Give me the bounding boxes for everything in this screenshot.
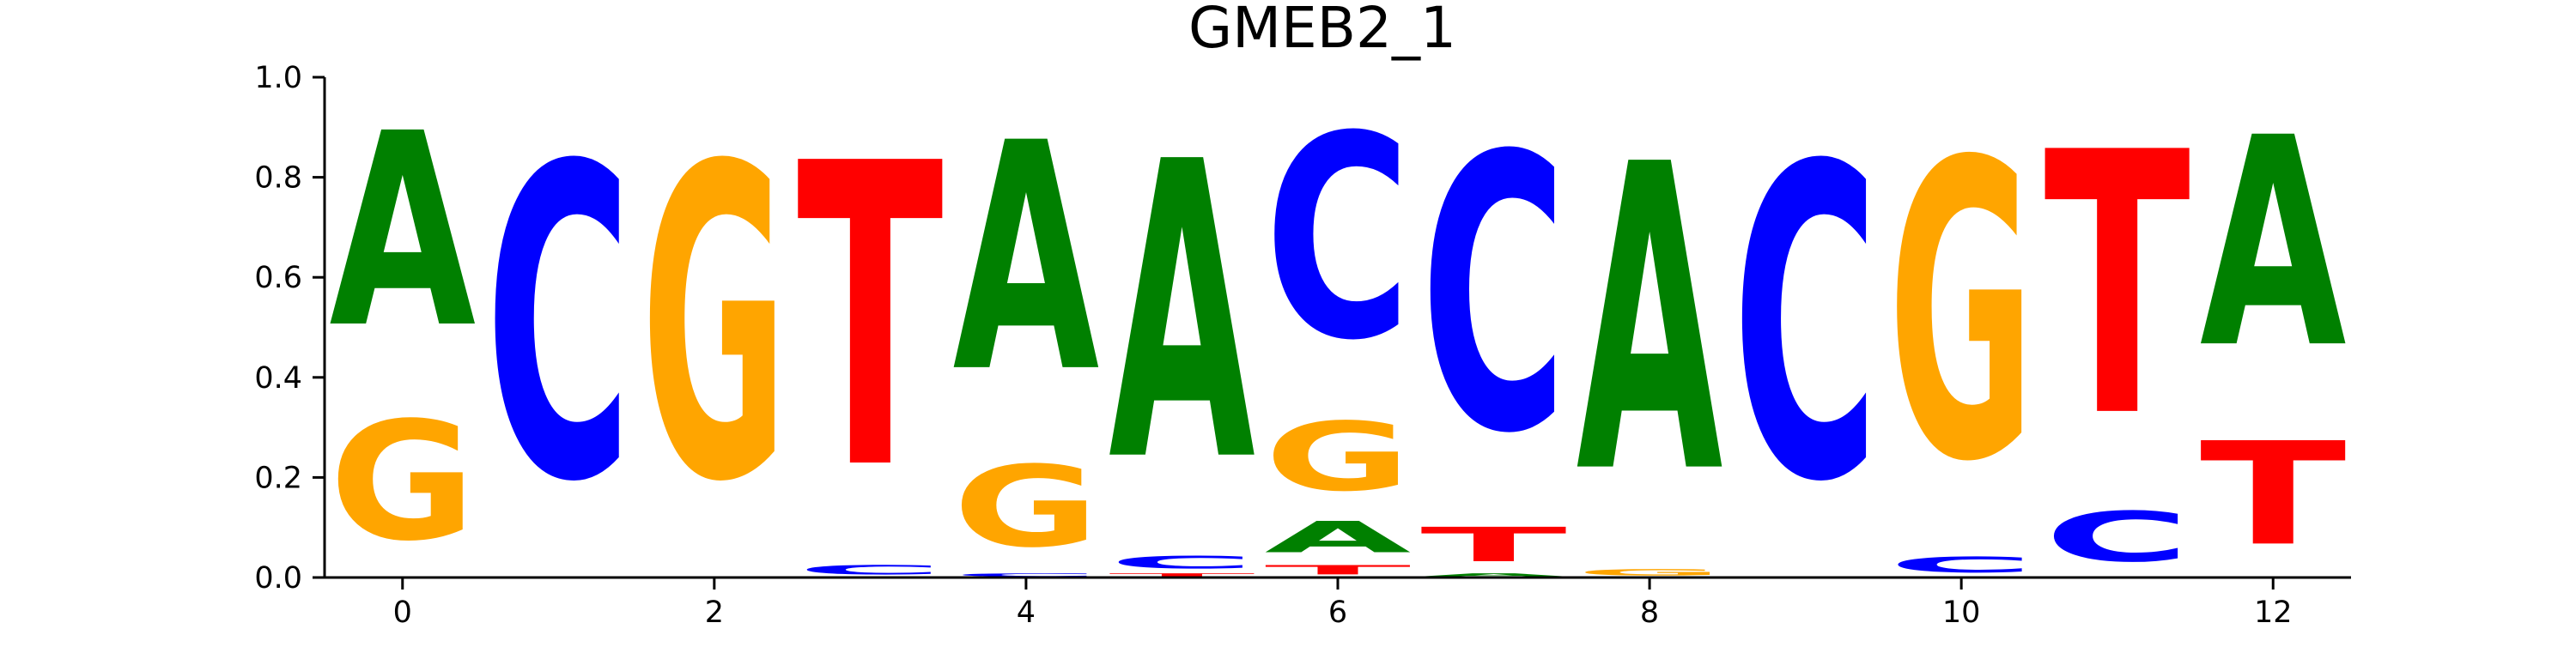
x-tick-label: 6 — [1328, 596, 1347, 630]
x-tick-label: 4 — [1017, 596, 1036, 630]
logo-letter-a-pos-12: A — [2200, 76, 2348, 411]
logo-letter-c-pos-9: C — [1732, 77, 1879, 577]
logo-letter-g-pos-4: G — [953, 442, 1100, 572]
logo-letter-t-pos-5: T — [1109, 572, 1255, 577]
logo-letter-c-pos-3: C — [797, 562, 944, 577]
logo-letter-a-pos-8: A — [1577, 76, 1724, 565]
logo-letter-c-pos-7: C — [1420, 77, 1567, 517]
y-tick-label: 0.4 — [254, 361, 302, 396]
logo-letter-g-pos-2: G — [641, 76, 788, 576]
logo-letter-t-pos-12: T — [2200, 412, 2347, 577]
y-tick-label: 0.2 — [254, 461, 302, 495]
logo-letter-a-pos-7: A — [1420, 572, 1567, 577]
logo-letter-a-pos-0: A — [329, 77, 477, 387]
y-tick-label: 0.0 — [254, 561, 302, 596]
logo-letter-c-pos-11: C — [2044, 498, 2190, 577]
logo-letter-g-pos-0: G — [329, 387, 476, 577]
chart-title: GMEB2_1 — [1188, 0, 1456, 61]
logo-letter-g-pos-6: G — [1265, 403, 1412, 513]
logo-letter-a-pos-4: A — [953, 77, 1101, 442]
logo-letter-g-pos-10: G — [1888, 76, 2035, 552]
y-tick-label: 0.6 — [254, 261, 302, 295]
x-tick-label: 10 — [1942, 596, 1981, 630]
logo-letter-t-pos-11: T — [2044, 76, 2191, 497]
logo-letter-a-pos-6: A — [1265, 512, 1412, 562]
y-tick-label: 0.8 — [254, 161, 302, 196]
logo-letter-t-pos-3: T — [797, 77, 945, 561]
logo-letter-c-pos-1: C — [485, 77, 632, 577]
x-tick-label: 8 — [1640, 596, 1659, 630]
x-tick-label: 12 — [2254, 596, 2293, 630]
logo-letter-a-pos-5: A — [1109, 77, 1256, 552]
x-tick-label: 2 — [705, 596, 724, 630]
logo-letter-c-pos-10: C — [1888, 553, 2035, 577]
logo-letter-c-pos-6: C — [1265, 76, 1412, 402]
x-tick-label: 0 — [393, 596, 412, 630]
y-tick-label: 1.0 — [254, 61, 302, 95]
logo-letter-t-pos-6: T — [1265, 563, 1412, 577]
axes: 0.0 0.2 0.4 0.6 0.8 1.0 0 2 4 6 8 10 12 — [254, 61, 2351, 630]
logo-letter-c-pos-4: C — [953, 572, 1100, 577]
logo-letter-t-pos-7: T — [1420, 517, 1567, 572]
logo-letter-c-pos-5: C — [1109, 553, 1255, 572]
logo-letter-g-pos-8: G — [1577, 567, 1723, 577]
